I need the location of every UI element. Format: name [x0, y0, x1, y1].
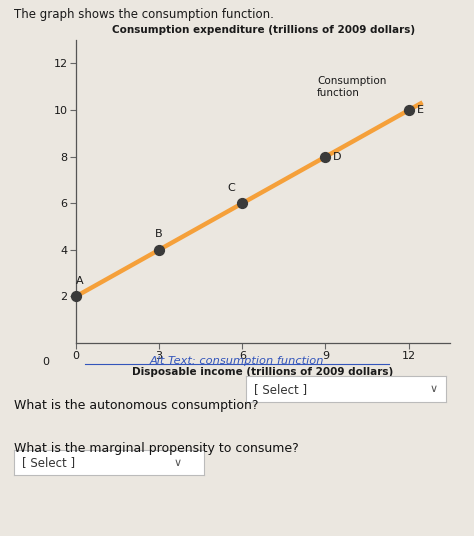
- Text: 0: 0: [42, 356, 49, 367]
- Text: ∨: ∨: [173, 458, 182, 467]
- Text: What is the autonomous consumption?: What is the autonomous consumption?: [14, 399, 259, 412]
- X-axis label: Disposable income (trillions of 2009 dollars): Disposable income (trillions of 2009 dol…: [132, 367, 394, 377]
- Text: B: B: [155, 229, 163, 240]
- Text: [ Select ]: [ Select ]: [255, 383, 308, 396]
- Point: [155, 245, 163, 254]
- Text: The graph shows the consumption function.: The graph shows the consumption function…: [14, 8, 274, 21]
- Title: Consumption expenditure (trillions of 2009 dollars): Consumption expenditure (trillions of 20…: [111, 25, 415, 35]
- Text: E: E: [417, 105, 423, 115]
- Point: [238, 199, 246, 207]
- Text: What is the marginal propensity to consume?: What is the marginal propensity to consu…: [14, 442, 299, 455]
- Text: [ Select ]: [ Select ]: [22, 456, 75, 469]
- Point: [405, 106, 412, 114]
- Text: ∨: ∨: [429, 384, 438, 394]
- Point: [322, 152, 329, 161]
- Text: A: A: [76, 276, 83, 286]
- Text: Consumption
function: Consumption function: [317, 76, 386, 99]
- Text: D: D: [332, 152, 341, 162]
- Point: [72, 292, 80, 301]
- Text: Alt Text: consumption function: Alt Text: consumption function: [150, 356, 324, 367]
- Text: C: C: [228, 183, 235, 193]
